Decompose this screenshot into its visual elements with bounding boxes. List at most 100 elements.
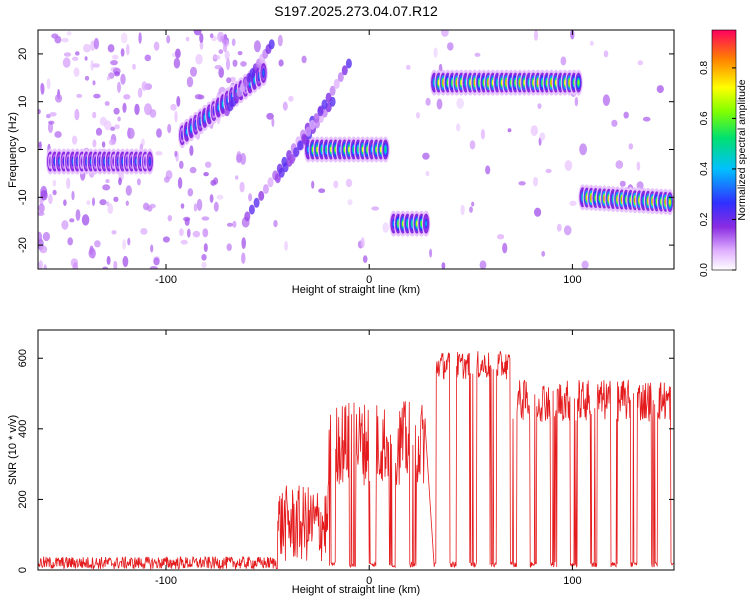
heatmap-cell: [415, 220, 418, 227]
heatmap-cell: [66, 31, 72, 36]
heatmap-cell: [429, 248, 433, 258]
heatmap-cell: [76, 93, 83, 98]
heatmap-cell: [106, 255, 111, 265]
heatmap-cell: [69, 218, 75, 223]
heatmap-cell: [623, 111, 629, 119]
heatmap-cell: [203, 243, 208, 253]
heatmap-cell: [126, 44, 130, 56]
heatmap-cell: [179, 160, 184, 169]
heatmap-cell: [329, 85, 336, 96]
heatmap-cell: [186, 76, 194, 88]
heatmap-cell: [40, 82, 44, 92]
snr-series-line: [38, 351, 674, 570]
heatmap-cell: [248, 204, 255, 215]
heatmap-cell: [362, 255, 368, 263]
heatmap-cell: [611, 119, 618, 127]
heatmap-cell: [72, 56, 79, 61]
heatmap-cell: [75, 209, 81, 221]
heatmap-cell: [235, 175, 239, 180]
heatmap-cell: [39, 245, 48, 254]
heatmap-cell: [214, 65, 223, 70]
heatmap-cell: [122, 255, 129, 268]
heatmap-cell: [184, 218, 190, 226]
heatmap-cell: [137, 87, 143, 98]
heatmap-cell: [104, 101, 110, 106]
heatmap-cell: [502, 242, 508, 254]
heatmap-cell: [166, 35, 171, 44]
heatmap-cell: [534, 207, 542, 217]
heatmap-cell: [237, 51, 243, 56]
heatmap-cell: [149, 266, 158, 269]
heatmap-cell: [144, 54, 152, 62]
heatmap-cell: [164, 176, 170, 183]
heatmap-cell: [224, 50, 230, 60]
heatmap-cell: [134, 103, 140, 116]
heatmap-cell: [189, 166, 197, 174]
heatmap-cell: [199, 33, 204, 43]
heatmap-cell: [62, 57, 71, 68]
heatmap-cell: [38, 231, 43, 243]
heatmap-cell: [38, 203, 45, 213]
heatmap-cell: [532, 176, 539, 187]
heatmap-cell: [120, 48, 125, 57]
heatmap-cell: [267, 177, 274, 188]
heatmap-cell: [177, 177, 183, 189]
heatmap-cell: [61, 220, 69, 230]
heatmap-cell: [52, 189, 57, 196]
heatmap-cell: [125, 200, 129, 206]
heatmap-cell: [425, 220, 427, 227]
heatmap-cell: [642, 116, 651, 122]
heatmap-cell: [67, 237, 73, 246]
heatmap-cell: [345, 58, 352, 69]
heatmap-cell: [113, 107, 120, 115]
heatmap-cell: [360, 237, 365, 249]
heatmap-cell: [49, 112, 57, 117]
heatmap-cell: [222, 44, 228, 53]
heatmap-cell: [174, 110, 178, 123]
heatmap-cell: [229, 76, 236, 83]
heatmap-cell: [262, 70, 265, 76]
heatmap-cell: [317, 106, 324, 117]
heatmap-cell: [628, 143, 634, 150]
heatmap-cell: [127, 237, 131, 246]
heatmap-cell: [92, 80, 96, 86]
heatmap-cell: [86, 200, 91, 206]
spectrogram-y-label: Frequency (Hz): [7, 112, 19, 188]
heatmap-cell: [213, 201, 219, 212]
heatmap-cell: [240, 61, 247, 67]
heatmap-cell: [38, 260, 43, 269]
colorbar-gradient: [711, 29, 737, 271]
heatmap-cell: [52, 179, 57, 187]
heatmap-cell: [518, 181, 526, 186]
heatmap-cell: [602, 94, 611, 106]
heatmap-cell: [636, 181, 644, 190]
heatmap-cell: [560, 56, 567, 66]
heatmap-cell: [248, 193, 253, 202]
y-tick-label: -20: [17, 237, 29, 253]
heatmap-cell: [636, 161, 641, 171]
heatmap-cell: [122, 239, 126, 250]
heatmap-cell: [262, 184, 269, 195]
heatmap-cell: [199, 40, 204, 50]
heatmap-cell: [288, 95, 294, 102]
heatmap-cell: [293, 147, 300, 158]
x-tick-label: 0: [366, 575, 372, 587]
heatmap-cell: [40, 190, 48, 201]
heatmap-cell: [120, 32, 128, 44]
colorbar-tick-label: 0.2: [699, 212, 710, 226]
heatmap-cell: [239, 181, 245, 193]
heatmap-cell: [99, 116, 107, 126]
snr-x-label: Height of straight line (km): [292, 584, 420, 596]
colorbar-tick-label: 0.4: [699, 162, 710, 176]
heatmap-cell: [74, 108, 80, 121]
y-tick-label: 10: [17, 96, 29, 108]
heatmap-cell: [140, 228, 148, 235]
heatmap-cell: [90, 60, 94, 71]
heatmap-cell: [195, 54, 203, 65]
heatmap-cell: [93, 37, 99, 50]
heatmap-cell: [530, 125, 538, 136]
heatmap-cell: [333, 78, 340, 89]
heatmap-cell: [581, 260, 589, 269]
heatmap-cell: [38, 109, 41, 115]
heatmap-cell: [345, 178, 353, 188]
